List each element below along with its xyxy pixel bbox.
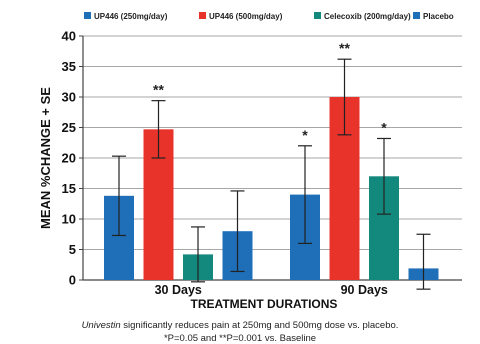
significance-s2-c1: * bbox=[381, 119, 387, 135]
y-tick-label-3: 15 bbox=[62, 181, 76, 196]
y-tick-label-7: 35 bbox=[62, 59, 76, 74]
legend-swatch-2 bbox=[314, 12, 321, 19]
significance-s1-c0: ** bbox=[153, 82, 164, 98]
caption-line-2: *P=0.05 and **P=0.001 vs. Baseline bbox=[163, 333, 317, 344]
legend-swatch-3 bbox=[413, 12, 420, 19]
x-category-label-0: 30 Days bbox=[155, 283, 202, 297]
legend-swatch-0 bbox=[84, 12, 91, 19]
caption-line-1: Univestin significantly reduces pain at … bbox=[0, 320, 480, 331]
y-tick-label-4: 20 bbox=[62, 151, 76, 166]
significance-s0-c1: * bbox=[302, 127, 308, 143]
y-tick-label-1: 5 bbox=[69, 242, 76, 257]
caption-product-name: Univestin bbox=[81, 320, 121, 331]
significance-s1-c1: ** bbox=[339, 40, 350, 56]
x-axis-title: TREATMENT DURATIONS bbox=[191, 297, 338, 311]
legend-swatch-1 bbox=[199, 12, 206, 19]
legend-label-1: UP446 (500mg/day) bbox=[209, 12, 283, 21]
legend-label-0: UP446 (250mg/day) bbox=[94, 12, 168, 21]
y-tick-label-0: 0 bbox=[69, 273, 76, 288]
y-axis-title: MEAN %CHANGE + SE bbox=[38, 87, 53, 229]
legend-label-2: Celecoxib (200mg/day) bbox=[324, 12, 411, 21]
y-tick-label-2: 10 bbox=[62, 212, 76, 227]
y-tick-label-8: 40 bbox=[62, 29, 76, 44]
x-category-label-1: 90 Days bbox=[341, 283, 388, 297]
y-tick-label-6: 30 bbox=[62, 90, 76, 105]
caption-text: significantly reduces pain at 250mg and … bbox=[120, 320, 399, 331]
y-tick-label-5: 25 bbox=[62, 120, 76, 135]
legend-label-3: Placebo bbox=[423, 12, 454, 21]
